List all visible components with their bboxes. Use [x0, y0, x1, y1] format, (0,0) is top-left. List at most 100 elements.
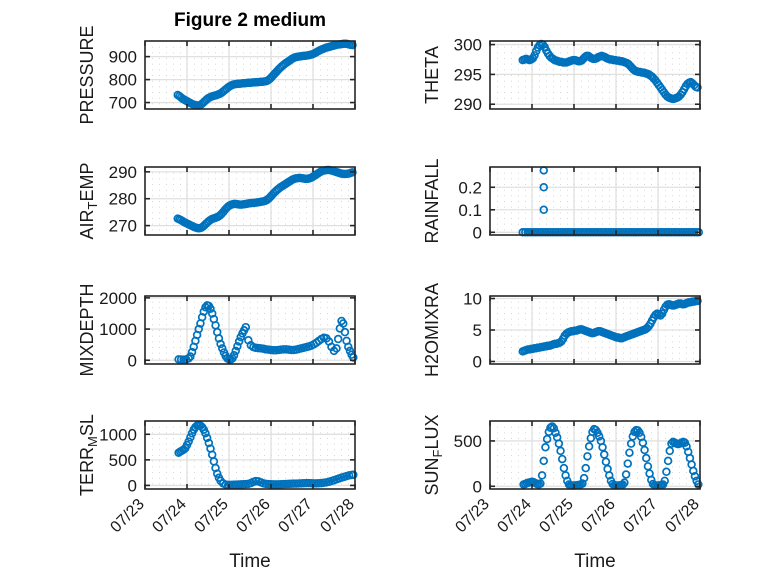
data-point: [546, 423, 555, 433]
data-point: [640, 445, 649, 455]
ytick-label: 300: [454, 36, 482, 55]
axis-box: [489, 420, 701, 490]
data-point: [557, 454, 567, 464]
ytick-label: 1000: [99, 425, 137, 444]
xtick-label: 07/23: [107, 496, 147, 536]
xtick-label: 07/28: [317, 496, 357, 536]
axis-box: [144, 420, 356, 490]
xtick-label: 07/24: [494, 496, 534, 536]
data-point: [551, 428, 560, 438]
data-series: [519, 422, 703, 490]
y-axis-label: MIXDEPTH: [77, 283, 97, 376]
data-point: [202, 433, 212, 443]
data-point: [348, 168, 357, 177]
ytick-label: 700: [109, 94, 137, 113]
data-point: [186, 352, 195, 361]
data-point: [584, 442, 594, 451]
y-axis-label: H2OMIXRA: [422, 283, 442, 377]
ytick-label: 500: [109, 451, 137, 470]
axis-box: [144, 166, 356, 236]
data-point: [340, 327, 350, 337]
data-point: [233, 341, 242, 351]
axis-box: [144, 40, 356, 110]
ytick-label: 0: [473, 477, 482, 496]
y-axis-label: THETA: [422, 46, 442, 104]
ytick-label: 295: [454, 65, 482, 84]
y-axis-label: SUNFLUX: [422, 415, 445, 496]
data-series: [174, 301, 358, 364]
xtick-label: 07/26: [233, 496, 273, 536]
data-point: [620, 478, 629, 487]
data-point: [605, 471, 614, 480]
data-point: [338, 319, 348, 328]
ytick-label: 1000: [99, 320, 137, 339]
data-series: [518, 39, 702, 104]
data-point: [201, 429, 210, 438]
data-point: [212, 469, 222, 478]
data-point: [231, 346, 240, 356]
data-point: [539, 183, 549, 192]
data-point: [549, 424, 559, 433]
axis-box: [489, 166, 701, 236]
xtick-label: 07/27: [620, 496, 660, 536]
xtick-label: 07/25: [536, 496, 576, 536]
panel-top-left: 700 800 900 PRESSURE: [77, 25, 357, 125]
data-point: [332, 344, 341, 353]
xtick-label: 07/27: [275, 496, 315, 536]
panel-top-right: 290 295 300 THETA: [422, 36, 702, 114]
y-axis-label: PRESSURE: [77, 25, 97, 124]
panel-bottom-right: 0 500 SUNFLUX 07/23 07/24 07/25 07/26 07/27 07/2…: [422, 415, 703, 572]
x-axis-label: Time: [574, 551, 616, 572]
data-point: [530, 51, 539, 60]
data-point: [537, 471, 547, 480]
ytick-label: 290: [109, 163, 137, 182]
data-point: [556, 446, 565, 456]
data-point: [561, 471, 570, 480]
ytick-label: 0: [473, 352, 482, 371]
data-series: [173, 165, 357, 233]
data-point: [660, 476, 669, 486]
major-grid: [145, 421, 355, 489]
x-axis-label: Time: [229, 551, 271, 572]
data-point: [184, 437, 193, 446]
data-point: [578, 479, 587, 488]
ytick-label: 900: [109, 48, 137, 67]
data-series: [518, 296, 702, 356]
data-point: [583, 452, 592, 461]
data-point: [625, 448, 634, 457]
data-point: [623, 459, 633, 468]
ytick-label: 2000: [99, 289, 137, 308]
y-axis-label: TERRMSL: [77, 414, 100, 496]
ytick-label: 270: [109, 217, 137, 236]
data-point: [689, 466, 698, 476]
ytick-label: 800: [109, 71, 137, 90]
panel-mid1-left: 270 280 290 AIRTEMP: [77, 163, 357, 240]
data-point: [206, 304, 215, 314]
data-point: [333, 334, 343, 344]
data-point: [621, 470, 631, 479]
data-point: [662, 467, 671, 477]
ytick-label: 0: [128, 351, 137, 370]
y-axis-label: AIRTEMP: [77, 163, 100, 240]
major-grid: [490, 41, 700, 109]
axis-box: [144, 295, 356, 365]
data-point: [539, 456, 549, 466]
panel-mid2-right: 0 5 10 H2OMIXRA: [422, 283, 702, 377]
xtick-label: 07/24: [149, 496, 189, 536]
data-point: [690, 472, 700, 481]
data-point: [628, 432, 638, 441]
ytick-label: 0.1: [458, 201, 482, 220]
ytick-label: 10: [463, 290, 482, 309]
data-point: [199, 307, 209, 316]
data-point: [581, 463, 591, 473]
data-point: [579, 473, 589, 483]
data-point: [349, 470, 358, 480]
data-point: [344, 342, 353, 352]
data-point: [187, 347, 197, 357]
figure-title: Figure 2 medium: [174, 10, 326, 31]
ytick-label: 290: [454, 95, 482, 114]
xtick-label: 07/25: [191, 496, 231, 536]
ytick-label: 500: [454, 432, 482, 451]
data-point: [184, 354, 193, 363]
